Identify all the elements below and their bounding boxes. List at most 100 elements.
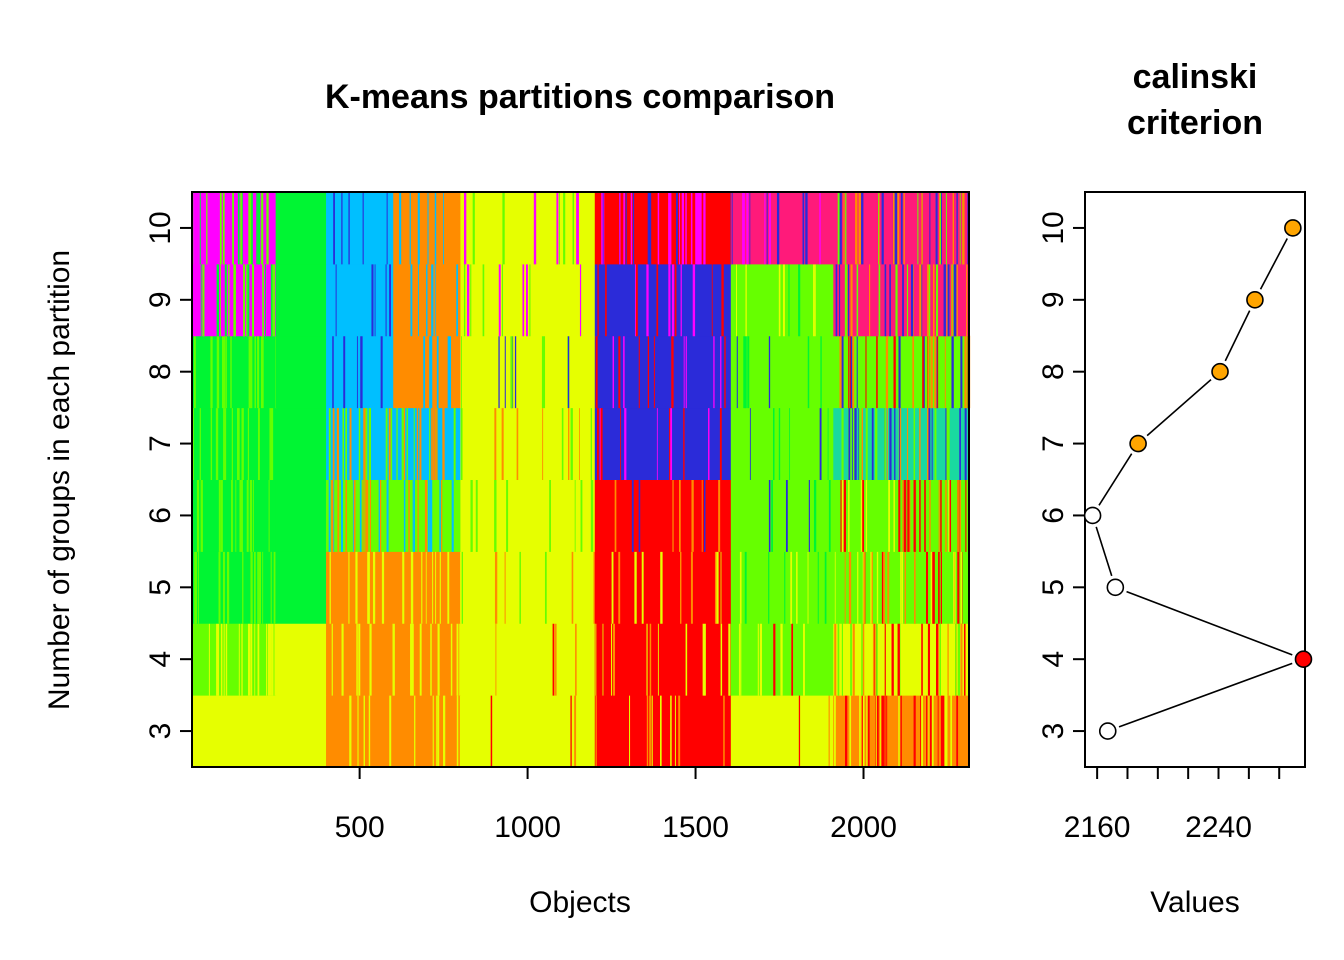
- heatmap-stripe: [602, 192, 604, 265]
- heatmap-stripe: [778, 263, 781, 337]
- heatmap-stripe: [463, 263, 466, 337]
- heatmap-stripe: [614, 479, 617, 552]
- heatmap-cell-k9-seg5: [594, 263, 732, 337]
- heatmap-stripe: [891, 623, 894, 696]
- heatmap-stripe: [782, 263, 785, 337]
- heatmap-stripe: [343, 335, 346, 409]
- heatmap-stripe: [819, 407, 822, 480]
- heatmap-stripe: [839, 335, 842, 409]
- heatmap-stripe: [227, 551, 230, 624]
- heatmap-stripe: [907, 407, 909, 480]
- heatmap-title: K-means partitions comparison: [324, 78, 836, 116]
- heatmap-stripe: [878, 192, 880, 265]
- heatmap-stripe: [867, 695, 870, 768]
- heatmap-stripe: [193, 335, 196, 409]
- heatmap-stripe: [237, 192, 240, 265]
- heatmap-stripe: [258, 192, 261, 265]
- heatmap-stripe: [932, 695, 934, 768]
- heatmap-stripe: [653, 335, 655, 409]
- heatmap-stripe: [711, 263, 713, 337]
- heatmap-stripe: [834, 551, 836, 624]
- heatmap-stripe: [256, 192, 258, 265]
- heatmap-stripe: [430, 335, 433, 409]
- heatmap-stripe: [194, 551, 196, 624]
- heatmap-stripe: [739, 551, 742, 624]
- heatmap-x-tick-label: 1000: [494, 811, 561, 844]
- heatmap-stripe: [849, 407, 852, 480]
- heatmap-stripe: [429, 479, 433, 552]
- heatmap-stripe: [331, 479, 334, 552]
- heatmap-stripe: [855, 192, 858, 265]
- heatmap-stripe: [386, 479, 389, 552]
- heatmap-stripe: [556, 192, 559, 265]
- heatmap-stripe: [434, 263, 436, 337]
- heatmap-stripe: [944, 335, 946, 409]
- heatmap-stripe: [482, 263, 485, 337]
- heatmap-stripe: [959, 192, 961, 265]
- heatmap-stripe: [595, 623, 597, 696]
- heatmap-stripe: [817, 551, 819, 624]
- heatmap-stripe: [941, 192, 942, 265]
- heatmap-cell-k10-seg6: [730, 192, 834, 265]
- heatmap-stripe: [680, 263, 682, 337]
- heatmap-stripe: [913, 335, 915, 409]
- heatmap-stripe: [773, 623, 776, 696]
- criterion-x-tick-label: 2160: [1064, 811, 1131, 844]
- heatmap-stripe: [900, 551, 901, 624]
- heatmap-stripe: [904, 551, 906, 624]
- heatmap-stripe: [425, 479, 428, 552]
- heatmap-stripe: [366, 479, 369, 552]
- heatmap-stripe: [889, 263, 891, 337]
- heatmap-stripe: [719, 407, 722, 480]
- heatmap-stripe: [951, 335, 954, 409]
- heatmap-stripe: [261, 192, 264, 265]
- heatmap-stripe: [898, 695, 900, 768]
- heatmap-stripe: [856, 335, 858, 409]
- heatmap-stripe: [718, 479, 721, 552]
- heatmap-stripe: [876, 335, 878, 409]
- heatmap-stripe: [669, 407, 673, 480]
- heatmap-stripe: [683, 335, 685, 409]
- heatmap-stripe: [576, 192, 578, 265]
- heatmap-cell-k3-seg4: [730, 695, 834, 768]
- heatmap-stripe: [927, 263, 929, 337]
- heatmap-cell-k5-seg3: [460, 551, 596, 624]
- heatmap-stripe: [461, 335, 462, 409]
- heatmap-stripe: [218, 479, 221, 552]
- heatmap-stripe: [210, 335, 213, 409]
- heatmap-stripe: [389, 695, 392, 768]
- heatmap-stripe: [230, 335, 232, 409]
- criterion-point-k3: [1098, 722, 1117, 740]
- heatmap-stripe: [439, 551, 441, 624]
- heatmap-stripe: [437, 695, 440, 768]
- heatmap-stripe: [262, 551, 264, 624]
- heatmap-stripe: [955, 263, 958, 337]
- heatmap-stripe: [337, 407, 339, 480]
- heatmap-stripe: [504, 551, 506, 624]
- heatmap-stripe: [926, 551, 929, 624]
- heatmap-stripe: [690, 551, 693, 624]
- heatmap-stripe: [852, 407, 855, 480]
- heatmap-cell-k3-seg2: [460, 695, 596, 768]
- heatmap-stripe: [671, 263, 675, 337]
- heatmap-stripe: [349, 695, 352, 768]
- heatmap-stripe: [635, 263, 638, 337]
- heatmap-stripe: [602, 623, 604, 696]
- heatmap-stripe: [247, 407, 250, 480]
- heatmap-stripe: [913, 479, 916, 552]
- heatmap-stripe: [807, 335, 810, 409]
- heatmap-stripe: [439, 479, 441, 552]
- heatmap-cell-k8-seg7: [833, 335, 970, 409]
- heatmap-stripe: [221, 335, 224, 409]
- heatmap-stripe: [611, 551, 614, 624]
- heatmap-stripe: [731, 192, 733, 265]
- heatmap-stripe: [646, 695, 649, 768]
- heatmap-stripe: [386, 192, 388, 265]
- heatmap-stripe: [590, 407, 592, 480]
- heatmap-stripe: [357, 695, 359, 768]
- heatmap-stripe: [965, 479, 967, 552]
- heatmap-stripe: [825, 551, 827, 624]
- heatmap-stripe: [223, 407, 225, 480]
- heatmap-stripe: [413, 407, 415, 480]
- heatmap-stripe: [250, 335, 253, 409]
